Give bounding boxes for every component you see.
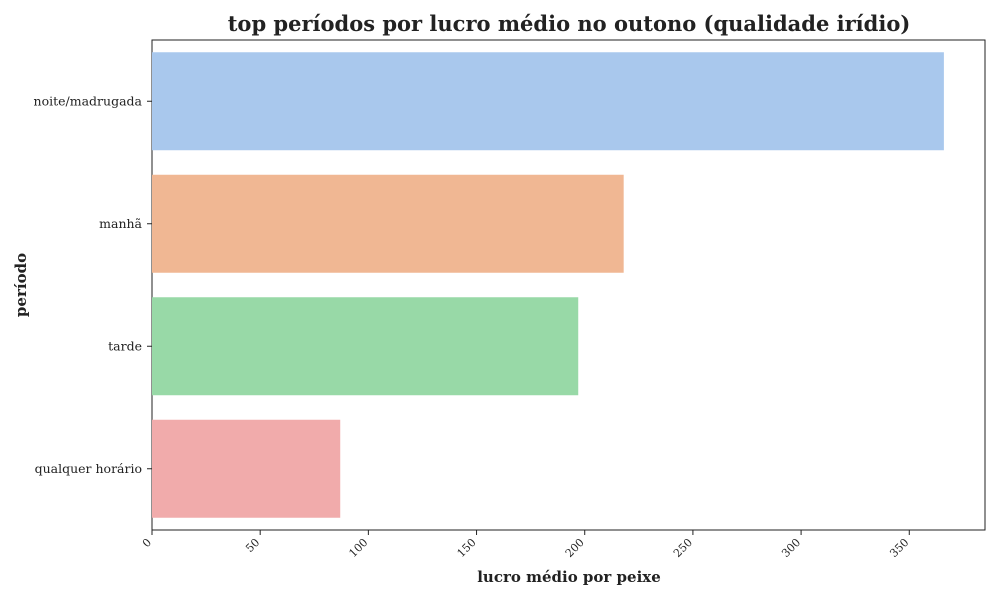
y-ticks-group: noite/madrugada manhã tarde qualquer horári… bbox=[34, 93, 152, 476]
plot-frame bbox=[151, 39, 986, 531]
x-axis-label: lucro médio por peixe bbox=[477, 568, 661, 586]
bar bbox=[152, 52, 944, 151]
x-tick-label: 300 bbox=[779, 536, 803, 560]
x-tick-label: 350 bbox=[887, 536, 911, 560]
x-ticks-group: 0 50 100 150 200 250 300 350 bbox=[140, 530, 911, 560]
x-tick-label: 250 bbox=[671, 536, 695, 560]
bar bbox=[152, 174, 624, 273]
x-tick-label: 100 bbox=[346, 536, 370, 560]
y-tick-label: noite/madrugada bbox=[34, 93, 143, 108]
y-tick-label: manhã bbox=[99, 216, 142, 231]
y-tick-label: qualquer horário bbox=[35, 461, 142, 476]
y-tick-label: tarde bbox=[108, 338, 142, 353]
bars-group bbox=[152, 52, 944, 518]
chart-title: top períodos por lucro médio no outono (… bbox=[228, 11, 911, 36]
x-tick-label: 50 bbox=[243, 536, 262, 555]
x-tick-label: 150 bbox=[455, 536, 479, 560]
x-tick-label: 200 bbox=[563, 536, 587, 560]
bar bbox=[152, 297, 579, 396]
bar bbox=[152, 419, 341, 518]
x-tick-label: 0 bbox=[140, 536, 154, 550]
y-axis-label: período bbox=[12, 253, 30, 317]
